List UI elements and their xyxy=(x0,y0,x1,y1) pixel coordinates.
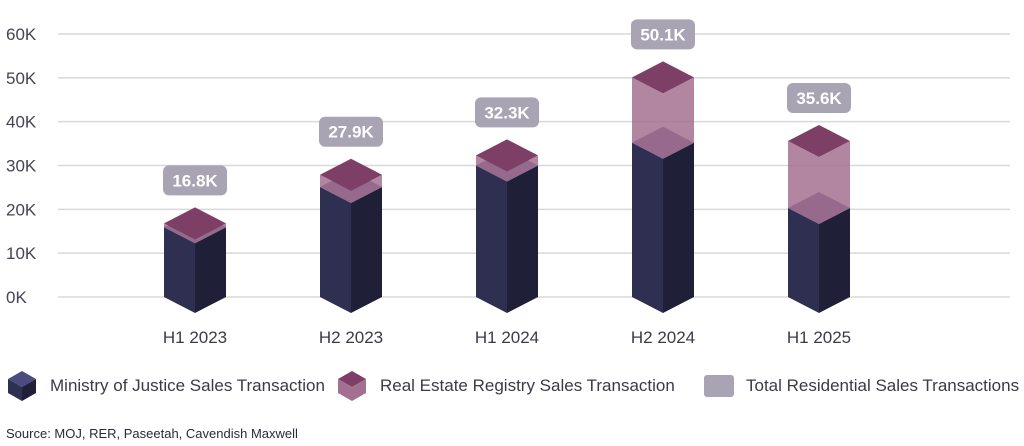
y-axis-ticks: 0K 10K 20K 30K 40K 50K 60K xyxy=(6,25,37,307)
bar-rer-left xyxy=(320,174,351,203)
bar-rer-right xyxy=(351,174,382,203)
legend-label-moj: Ministry of Justice Sales Transaction xyxy=(50,376,325,395)
legend: Ministry of Justice Sales Transaction Re… xyxy=(0,366,1024,406)
total-badge xyxy=(163,165,227,196)
stacked-bar-chart: 0K 10K 20K 30K 40K 50K 60K 16.8K 27.9K 32.3K 50.1… xyxy=(6,19,1010,347)
x-category-label: H1 2024 xyxy=(475,328,539,347)
bar-rer-left xyxy=(632,77,663,159)
source-note: Source: MOJ, RER, Paseetah, Cavendish Ma… xyxy=(6,426,298,441)
bar-rer-top xyxy=(164,207,226,240)
legend-item-total: Total Residential Sales Transactions xyxy=(704,366,1019,406)
bar-rer-top xyxy=(476,139,538,172)
legend-swatch-total xyxy=(704,375,734,397)
total-badge-label: 32.3K xyxy=(484,103,530,122)
bar-rer-top xyxy=(632,61,694,94)
x-category-label: H2 2024 xyxy=(631,328,695,347)
legend-swatch-moj xyxy=(8,371,36,401)
y-tick-label: 10K xyxy=(6,244,37,263)
total-badge-label: 35.6K xyxy=(796,89,842,108)
bar-rer-left xyxy=(164,223,195,244)
total-badge xyxy=(475,97,539,128)
bar-rer-top xyxy=(320,158,382,191)
legend-item-rer: Real Estate Registry Sales Transaction xyxy=(336,366,675,406)
bar-moj-right xyxy=(507,165,538,313)
total-badge-label: 16.8K xyxy=(172,171,218,190)
total-badge xyxy=(319,116,383,147)
bar-moj-right xyxy=(819,208,850,313)
legend-label-total: Total Residential Sales Transactions xyxy=(746,376,1020,395)
y-tick-label: 50K xyxy=(6,69,37,88)
y-tick-label: 0K xyxy=(6,288,27,307)
bar-moj-right xyxy=(195,227,226,313)
y-tick-label: 20K xyxy=(6,200,37,219)
bar-moj-right xyxy=(663,142,694,313)
bar-rer-right xyxy=(507,155,538,182)
legend-item-moj: Ministry of Justice Sales Transaction xyxy=(6,366,325,406)
bar-moj-left xyxy=(476,165,507,313)
total-badge-label: 50.1K xyxy=(640,25,686,44)
bar-moj-left xyxy=(632,142,663,313)
y-tick-label: 60K xyxy=(6,25,37,44)
x-category-label: H1 2023 xyxy=(163,328,227,347)
total-badge-label: 27.9K xyxy=(328,123,374,142)
bar-moj-left xyxy=(164,227,195,313)
bar-rer-right xyxy=(663,77,694,159)
x-category-label: H1 2025 xyxy=(787,328,851,347)
total-badge xyxy=(631,19,695,50)
bars xyxy=(164,61,850,313)
bar-moj-left xyxy=(788,208,819,313)
bar-rer-top xyxy=(788,124,850,157)
bar-rer-right xyxy=(819,140,850,225)
legend-swatch-rer xyxy=(338,371,366,401)
total-badge xyxy=(787,82,851,113)
y-tick-label: 30K xyxy=(6,157,37,176)
total-badges: 16.8K 27.9K 32.3K 50.1K 35.6K xyxy=(163,19,851,196)
bar-rer-right xyxy=(195,223,226,244)
bar-moj-right xyxy=(351,186,382,313)
x-axis-labels: H1 2023 H2 2023 H1 2024 H2 2024 H1 2025 xyxy=(163,328,851,347)
bar-rer-left xyxy=(788,140,819,225)
bar-rer-left xyxy=(476,155,507,182)
bar-moj-left xyxy=(320,186,351,313)
x-category-label: H2 2023 xyxy=(319,328,383,347)
legend-label-rer: Real Estate Registry Sales Transaction xyxy=(380,376,675,395)
y-tick-label: 40K xyxy=(6,113,37,132)
